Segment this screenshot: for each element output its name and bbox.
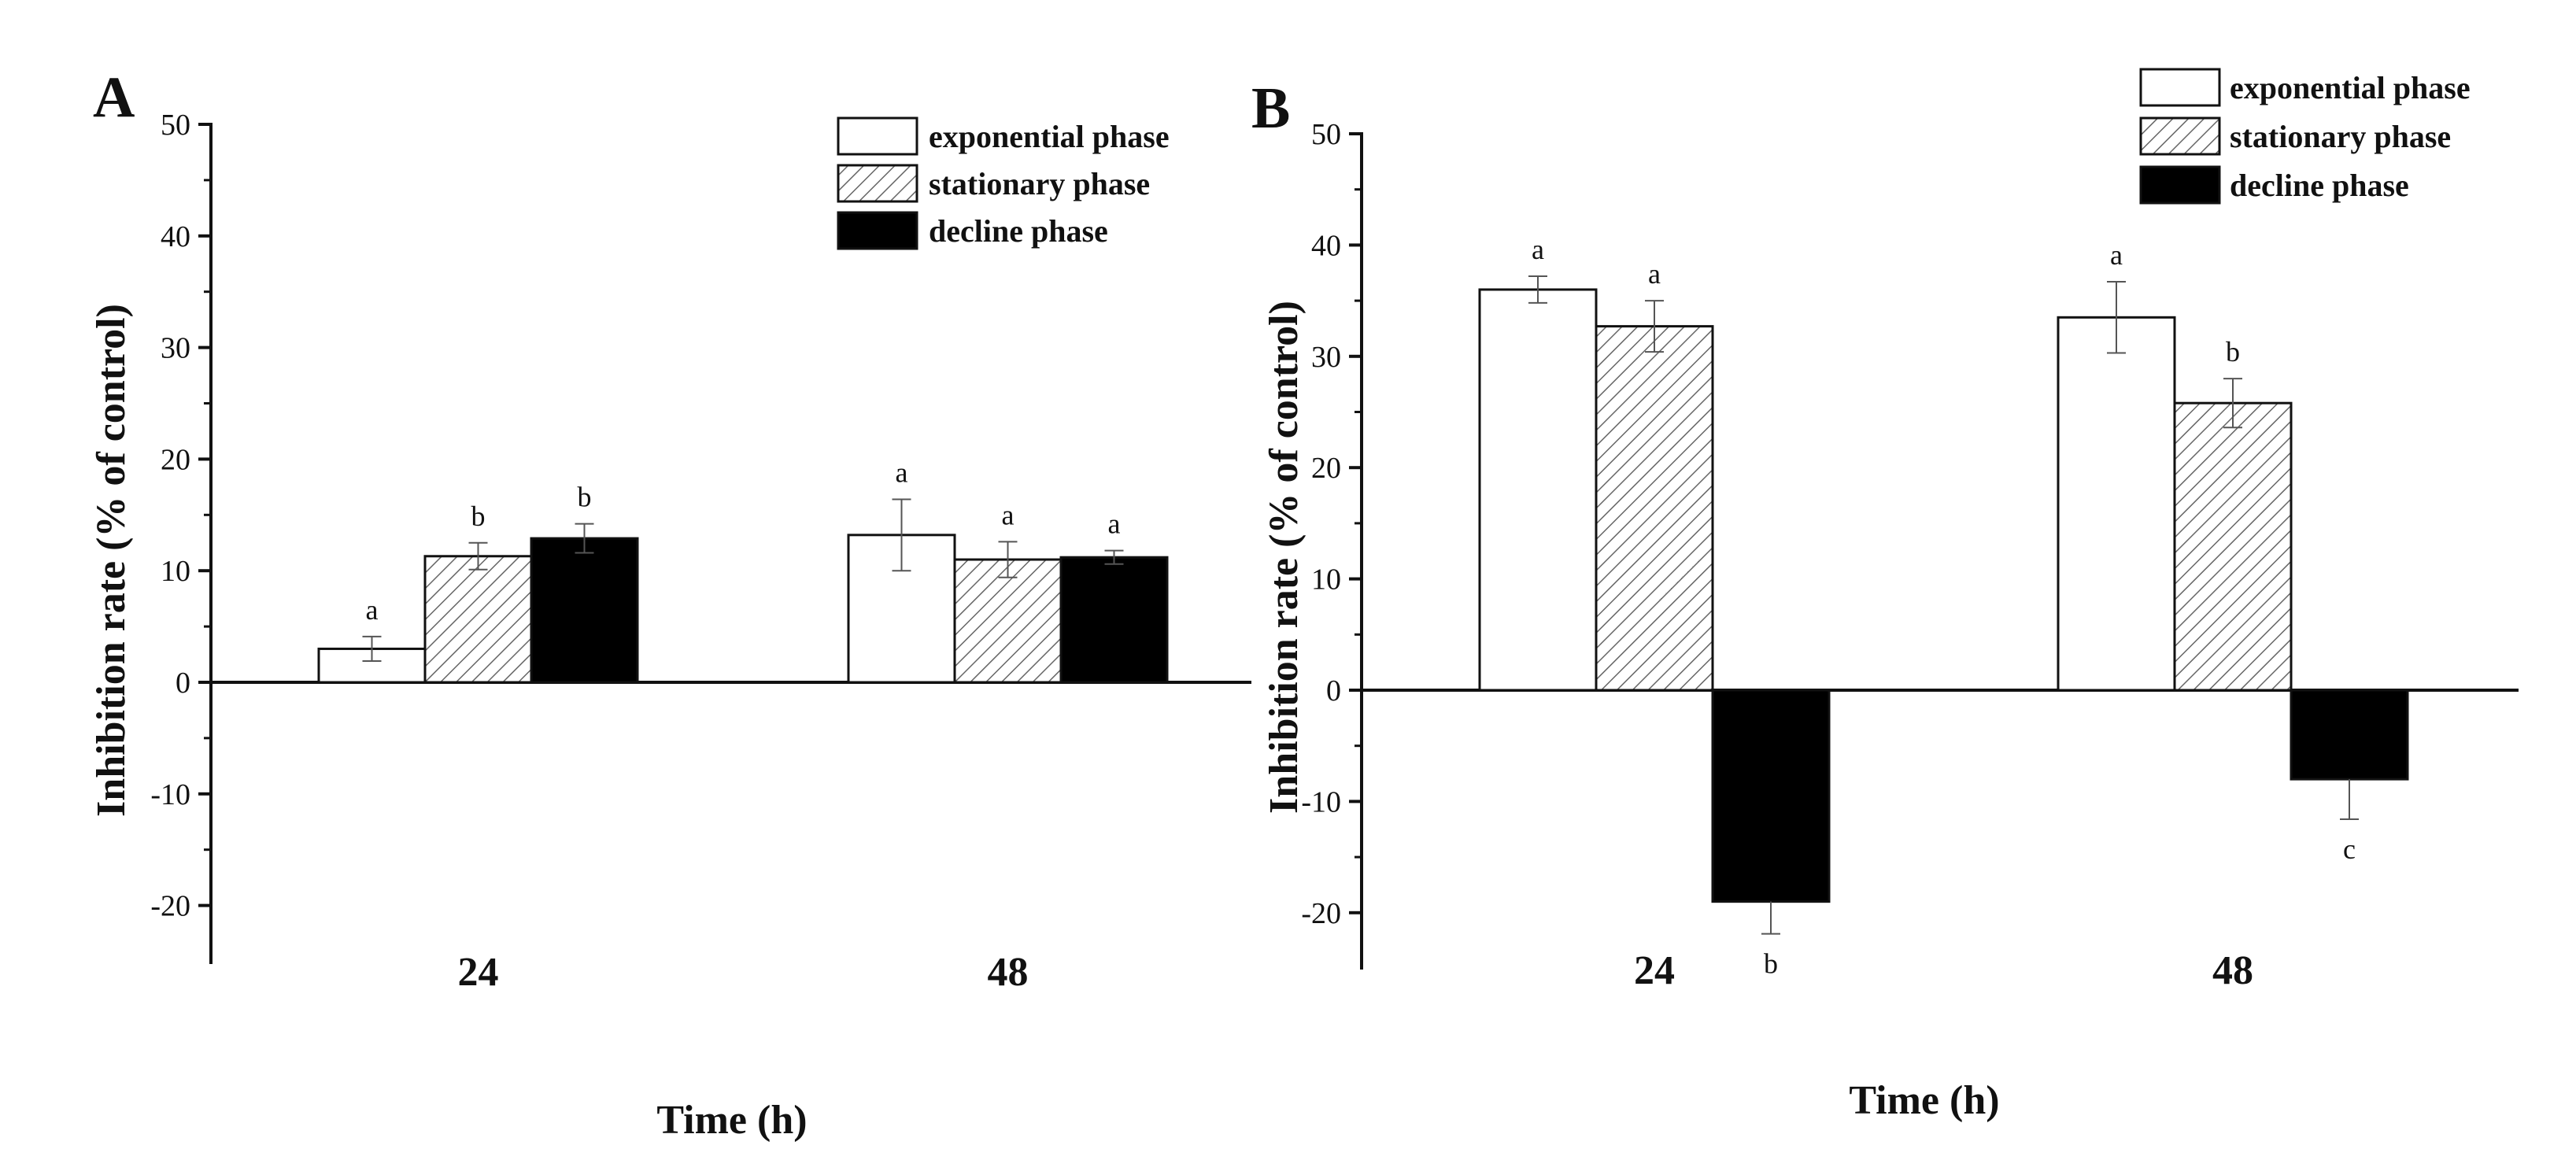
legend-label-stationary: stationary phase bbox=[2230, 119, 2451, 154]
bar-stationary-phase-48 bbox=[2173, 401, 2293, 692]
legend-label-exponential: exponential phase bbox=[929, 119, 1170, 154]
y-tick-label: 30 bbox=[161, 332, 190, 365]
significance-label: a bbox=[366, 594, 379, 626]
y-tick-label: -10 bbox=[150, 778, 190, 811]
significance-label: c bbox=[2343, 833, 2356, 865]
significance-label: b bbox=[471, 501, 486, 532]
panel-a: A a b b 24 a a a 48 -20 -10 0 10 20 30 40 50 exponenti… bbox=[89, 65, 1251, 1143]
panel-b: B a a b 24 a b c 48 -20 -10 0 10 20 30 40 50 exponenti… bbox=[1251, 68, 2519, 1123]
y-axis bbox=[209, 123, 1251, 964]
significance-label: a bbox=[1532, 234, 1544, 265]
bar-decline-phase-24 bbox=[530, 537, 639, 684]
y-tick-label: 30 bbox=[1311, 341, 1341, 374]
x-category-label: 48 bbox=[2212, 948, 2253, 993]
legend-swatch-exponential bbox=[837, 116, 918, 156]
legend: exponential phase stationary phase decli… bbox=[837, 116, 1170, 250]
x-category-label: 48 bbox=[988, 950, 1029, 995]
legend-label-exponential: exponential phase bbox=[2230, 70, 2471, 105]
y-tick-label: 40 bbox=[1311, 229, 1341, 262]
x-category-label: 24 bbox=[1634, 948, 1675, 993]
bar-decline-phase-48 bbox=[1059, 556, 1169, 684]
bar-stationary-phase-24 bbox=[1595, 325, 1714, 692]
bar-decline-phase-48 bbox=[2290, 689, 2409, 781]
significance-label: b bbox=[2226, 336, 2240, 368]
panel-letter: B bbox=[1251, 76, 1290, 141]
y-tick-label: 20 bbox=[1311, 452, 1341, 485]
legend-swatch-exponential bbox=[2139, 68, 2221, 107]
legend-label-stationary: stationary phase bbox=[929, 166, 1150, 201]
significance-label: a bbox=[2110, 239, 2123, 271]
legend-swatch-stationary bbox=[2139, 116, 2221, 156]
x-axis-title: Time (h) bbox=[1849, 1078, 1999, 1123]
bar-group: a b b 24 a a a 48 bbox=[317, 456, 1169, 995]
legend-label-decline: decline phase bbox=[929, 213, 1108, 249]
legend-label-decline: decline phase bbox=[2230, 168, 2409, 203]
legend-swatch-decline bbox=[837, 211, 918, 250]
y-axis-title: Inhibition rate (% of control) bbox=[1262, 301, 1306, 814]
x-axis-title: Time (h) bbox=[656, 1098, 807, 1143]
y-tick-label: 10 bbox=[1311, 563, 1341, 597]
y-tick-label: -20 bbox=[150, 890, 190, 923]
y-tick-label: 40 bbox=[161, 220, 190, 253]
legend-swatch-decline bbox=[2139, 165, 2221, 205]
significance-label: b bbox=[578, 482, 592, 513]
y-tick-label: 50 bbox=[161, 109, 190, 142]
significance-label: a bbox=[1648, 258, 1661, 290]
y-axis-title: Inhibition rate (% of control) bbox=[89, 304, 134, 817]
bar-group: a a b 24 a b c 48 bbox=[1478, 234, 2409, 993]
y-ticks: -20 -10 0 10 20 30 40 50 bbox=[150, 109, 211, 923]
y-tick-label: -10 bbox=[1301, 785, 1341, 818]
y-ticks: -20 -10 0 10 20 30 40 50 bbox=[1301, 118, 1362, 930]
bar-decline-phase-24 bbox=[1711, 689, 1831, 903]
significance-label: a bbox=[896, 456, 908, 488]
significance-label: a bbox=[1108, 508, 1121, 540]
bar-stationary-phase-24 bbox=[423, 555, 533, 684]
y-tick-label: 20 bbox=[161, 443, 190, 476]
bar-exponential-phase-24 bbox=[1478, 288, 1598, 692]
legend-swatch-stationary bbox=[837, 164, 918, 203]
significance-label: b bbox=[1764, 948, 1778, 980]
y-tick-label: 50 bbox=[1311, 118, 1341, 151]
y-tick-label: -20 bbox=[1301, 897, 1341, 930]
y-tick-label: 0 bbox=[1326, 674, 1341, 707]
x-category-label: 24 bbox=[458, 950, 499, 995]
bar-exponential-phase-48 bbox=[2057, 316, 2176, 692]
y-tick-label: 0 bbox=[176, 667, 190, 700]
panel-letter: A bbox=[93, 65, 135, 130]
y-tick-label: 10 bbox=[161, 555, 190, 588]
legend: exponential phase stationary phase decli… bbox=[2139, 68, 2471, 205]
significance-label: a bbox=[1002, 499, 1015, 530]
